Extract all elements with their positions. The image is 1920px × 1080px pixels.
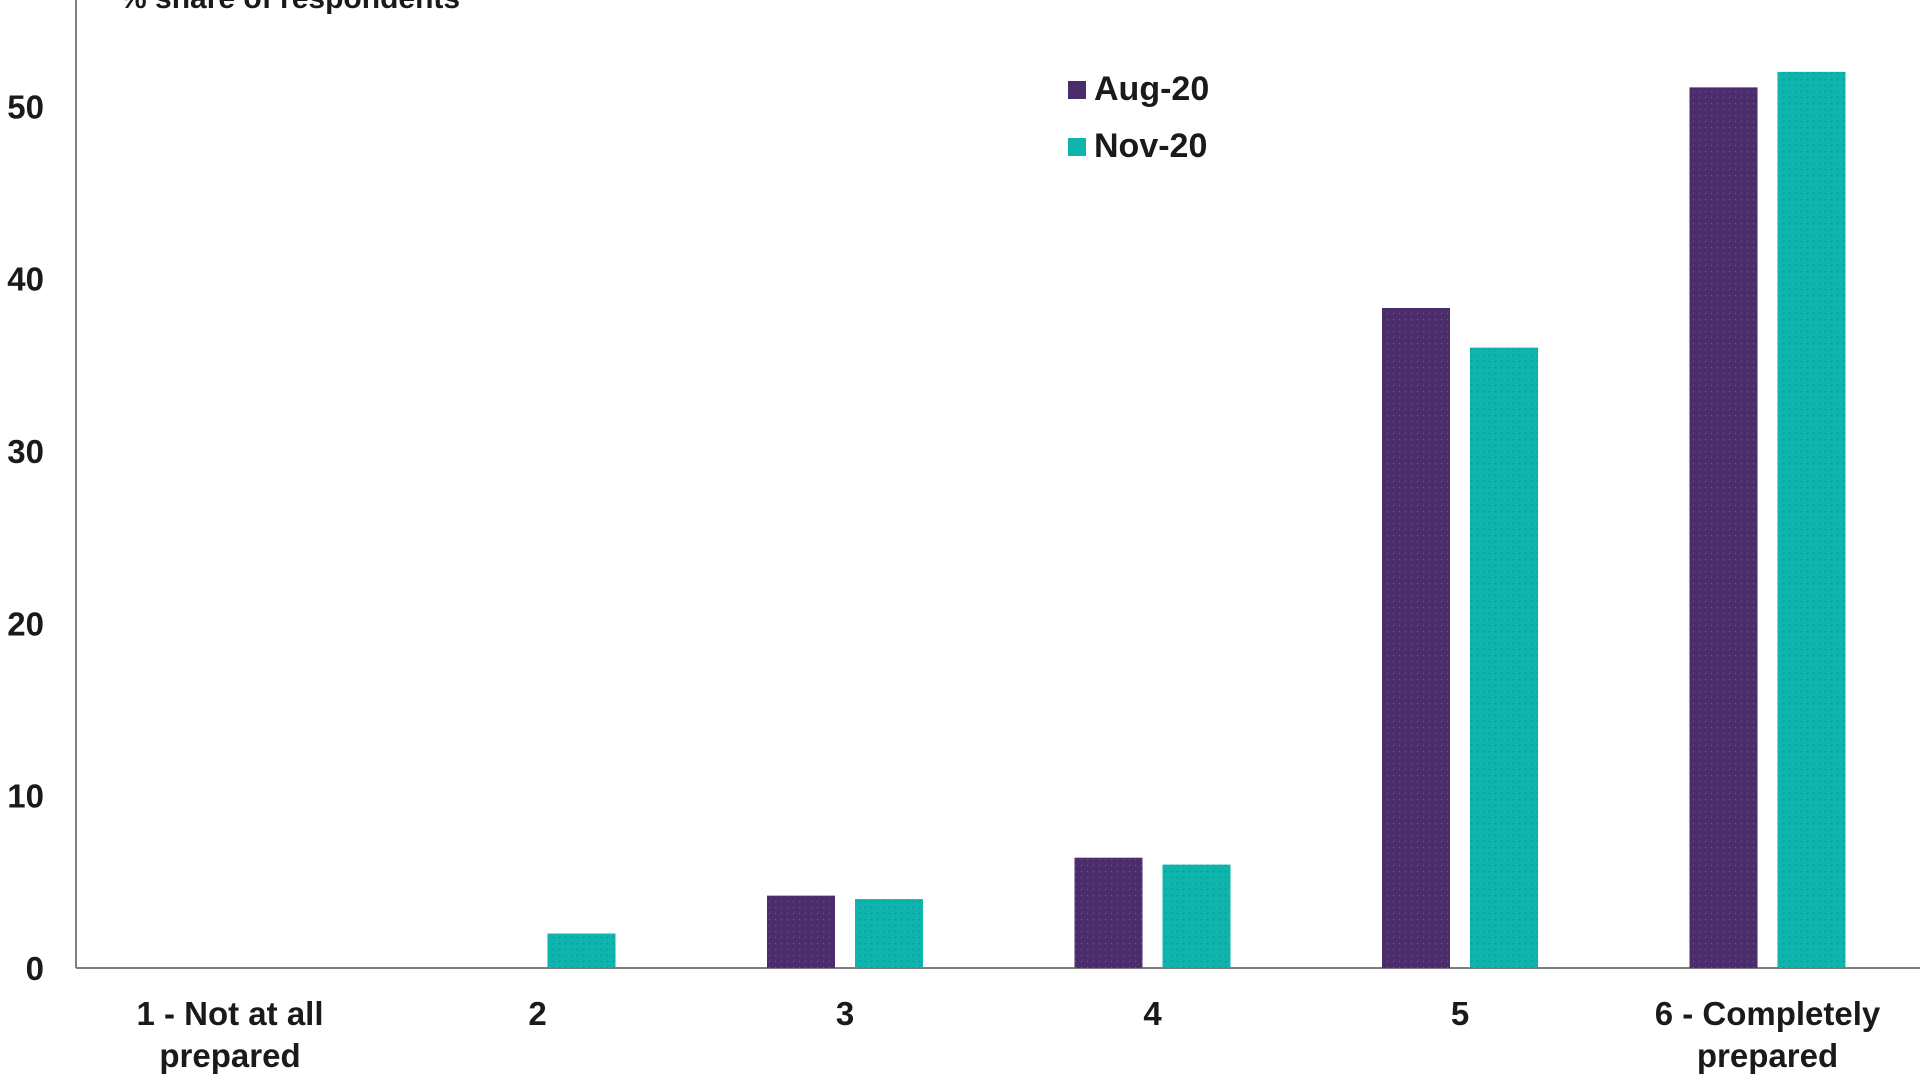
bar-aug-20-cat-5	[1382, 307, 1450, 968]
y-tick-label: 10	[7, 778, 44, 815]
x-tick-label: 5	[1451, 995, 1469, 1032]
bar-aug-20-cat-4	[1074, 857, 1143, 968]
bar-nov-20-cat-5	[1470, 347, 1538, 969]
y-tick-label: 30	[7, 433, 44, 470]
x-axis-labels: 1 - Not at all prepared 2 3 4 5 6 - Completely…	[136, 995, 1880, 1074]
bar-aug-20-cat-3	[767, 895, 835, 968]
axes	[75, 0, 1920, 969]
y-tick-label: 0	[26, 950, 44, 987]
legend-label-aug-20: Aug-20	[1094, 70, 1209, 108]
bar-nov-20-cat-2	[547, 933, 616, 968]
y-tick-label: 50	[7, 88, 44, 125]
bar-aug-20-cat-6	[1689, 87, 1758, 969]
legend-label-nov-20: Nov-20	[1094, 127, 1207, 165]
bar-nov-20-cat-6	[1777, 71, 1846, 968]
x-tick-label: 6 - Completely prepared	[1655, 995, 1881, 1074]
bars-group	[547, 71, 1846, 969]
bar-nov-20-cat-3	[855, 899, 923, 968]
y-axis-labels: 0102030405060	[7, 88, 44, 987]
x-tick-label: 3	[836, 995, 854, 1032]
legend: Aug-20 Nov-20	[1068, 70, 1209, 165]
x-tick-label: 2	[528, 995, 546, 1032]
legend-swatch-aug-20	[1068, 81, 1086, 99]
legend-swatch-nov-20	[1068, 138, 1086, 156]
x-tick-label: 1 - Not at all prepared	[136, 995, 323, 1074]
chart-subtitle: % share of respondents	[120, 0, 460, 15]
y-tick-label: 20	[7, 605, 44, 642]
bar-nov-20-cat-4	[1162, 864, 1231, 968]
x-tick-label: 4	[1143, 995, 1162, 1032]
y-tick-label: 40	[7, 261, 44, 298]
